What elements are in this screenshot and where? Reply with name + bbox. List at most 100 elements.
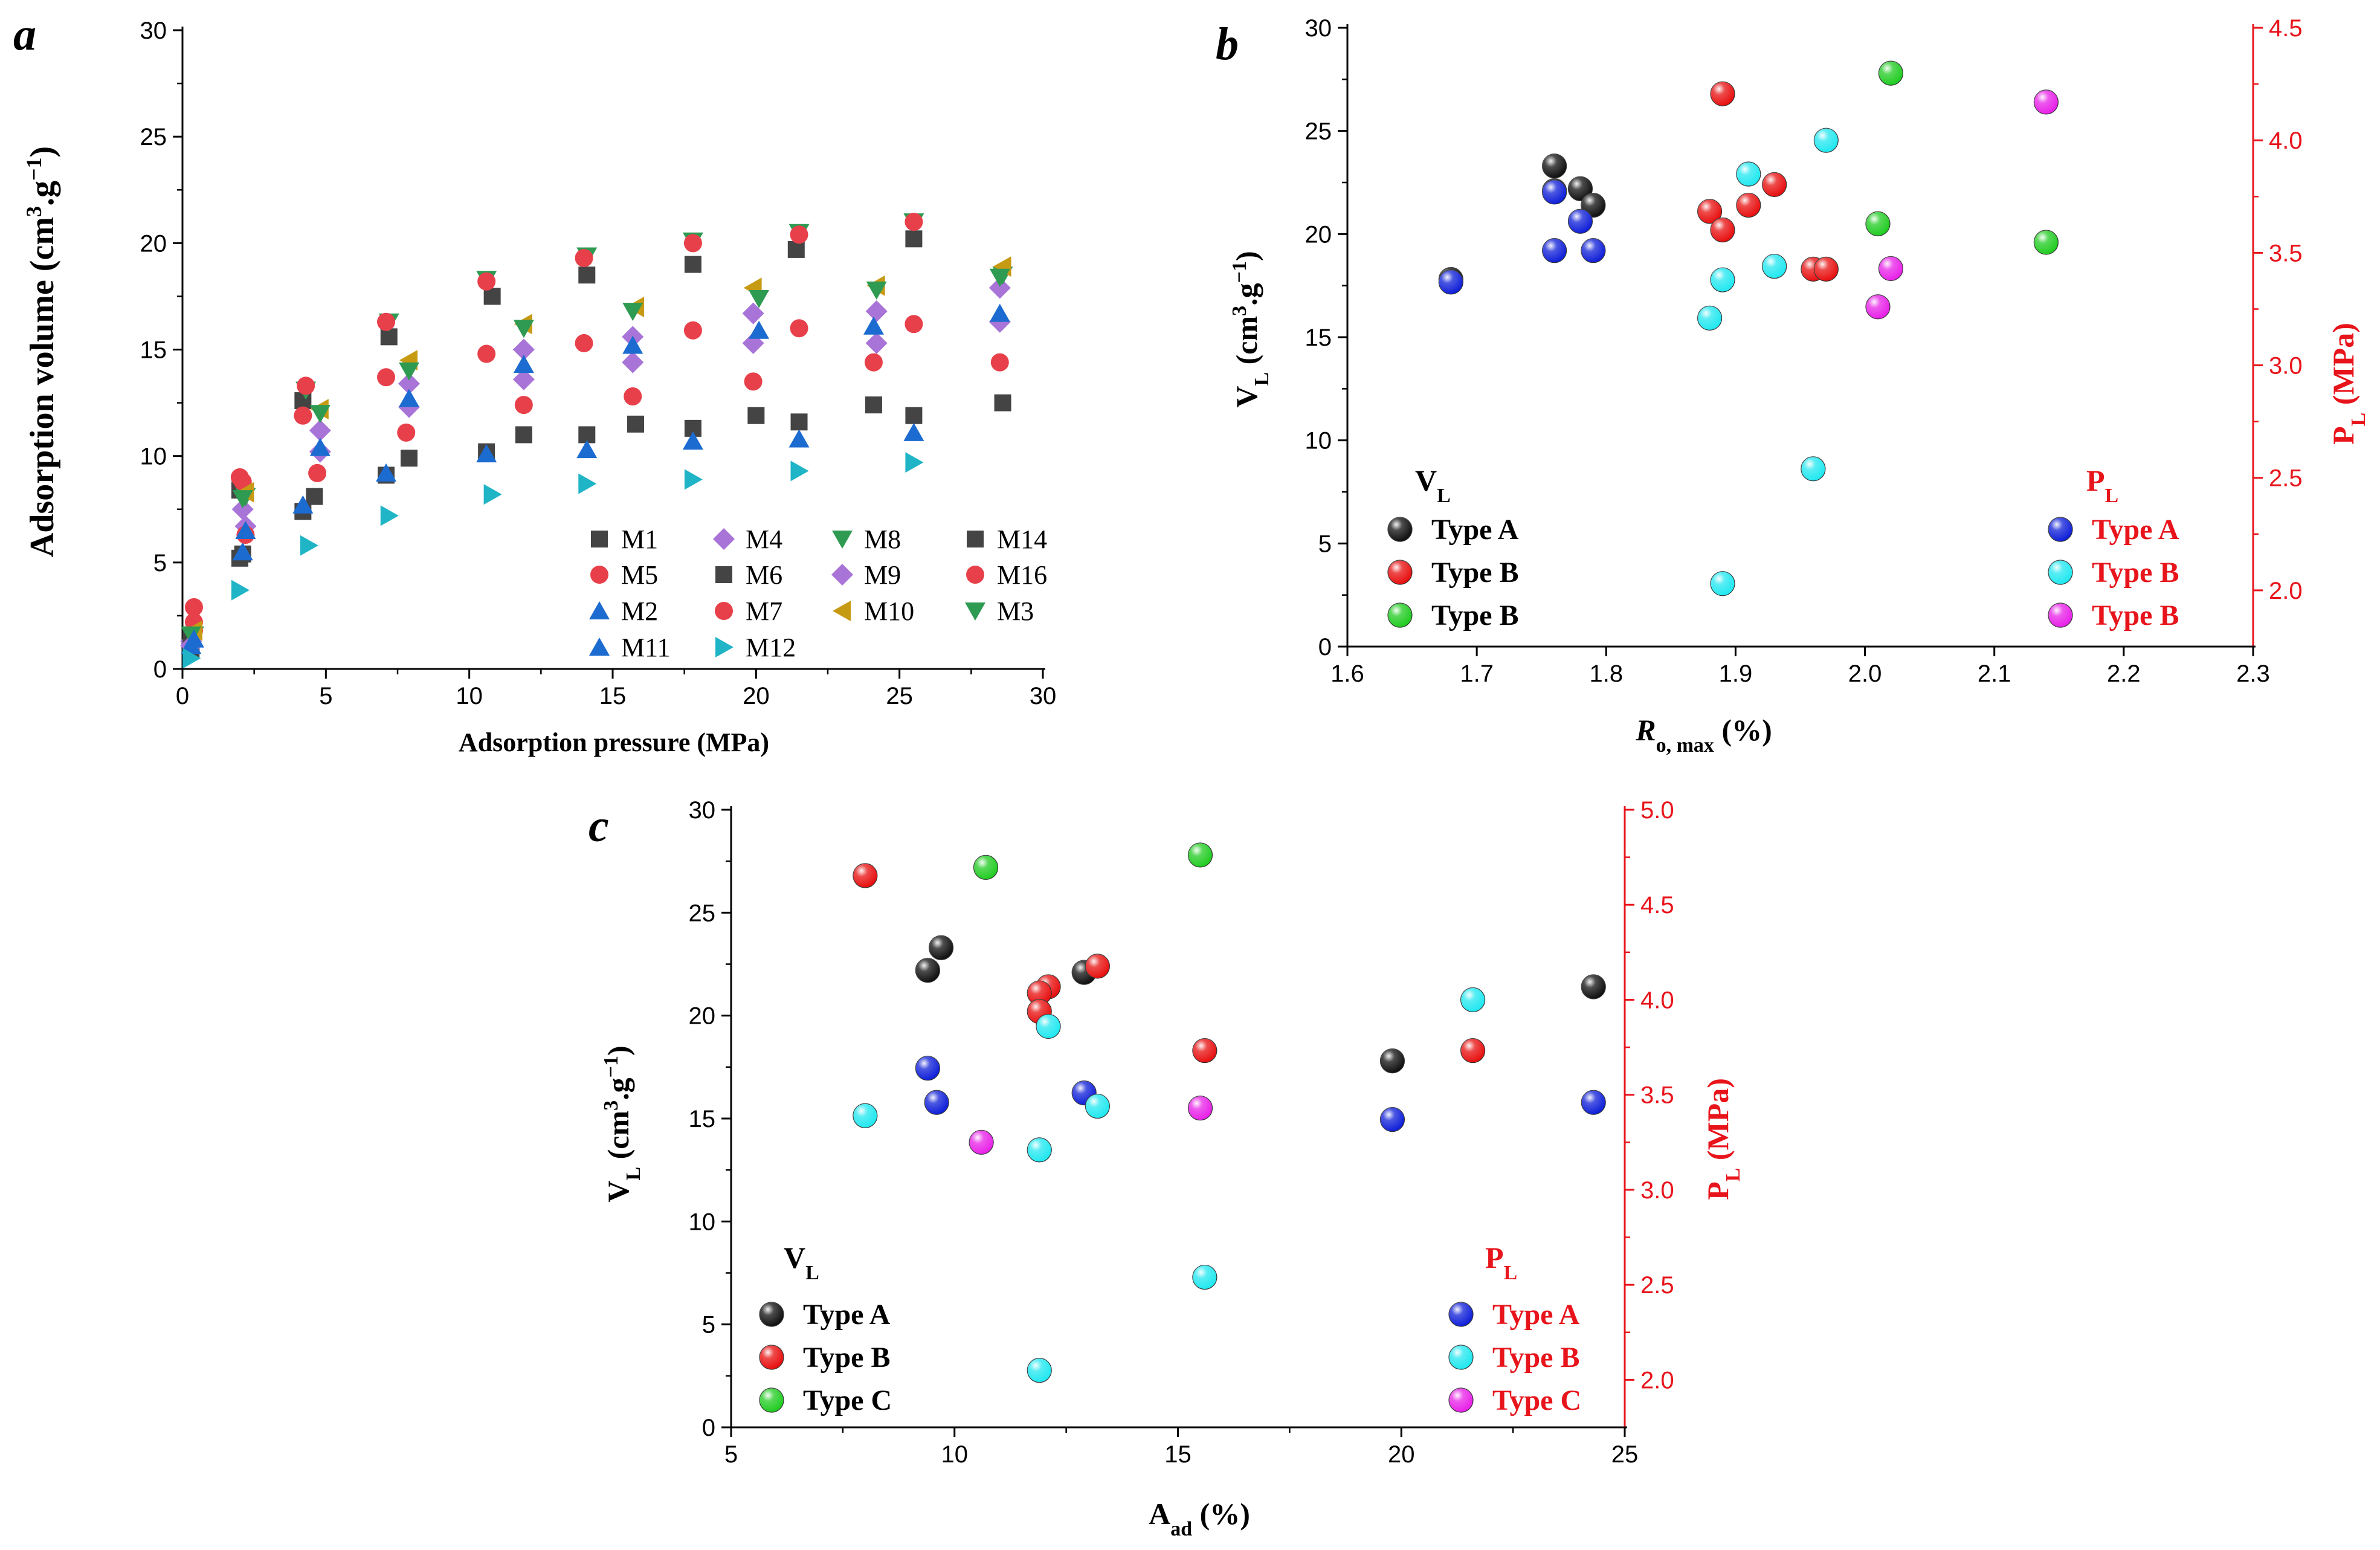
panel-c-y2-tick-label: 5.0 xyxy=(1640,797,1674,824)
legend-marker-pl-type-b xyxy=(2048,560,2073,585)
legend-label-m11: M11 xyxy=(621,633,671,662)
legend-label-m16: M16 xyxy=(997,560,1047,590)
data-point-right-type-b xyxy=(1192,1264,1217,1290)
panel-a-chart: a 0 5 10 15 20 25 30 0 5 10 15 20 25 30 M1 M4 M8 M14 M5 M6… xyxy=(13,9,1056,757)
panel-c-x-tick-label: 10 xyxy=(941,1441,969,1468)
panel-b-x-tick-label: 2.3 xyxy=(2236,660,2270,687)
panel-c-legend: VL PL Type A Type B Type C Type A Type B Type C xyxy=(759,1241,1581,1416)
data-point-m2 xyxy=(576,440,598,459)
panel-c-x-tick-label: 15 xyxy=(1164,1441,1192,1468)
data-point-left-type-a xyxy=(1581,974,1606,999)
panel-b-x-tick-label: 1.6 xyxy=(1330,660,1364,687)
panel-a-y-axis-title: Adsorption volume (cm3.g−1) xyxy=(22,146,61,557)
legend-marker-vl-type-a xyxy=(759,1302,784,1327)
data-point-m12 xyxy=(380,505,399,526)
panel-c-y-tick-label: 30 xyxy=(689,797,716,824)
legend-marker-m9 xyxy=(831,564,853,586)
legend-marker-m6 xyxy=(715,566,732,583)
legend-marker-m8 xyxy=(832,531,853,549)
data-point-m7 xyxy=(624,387,642,406)
panel-c-y-tick-label: 20 xyxy=(689,1003,716,1030)
data-point-m5 xyxy=(575,248,593,267)
data-point-m12 xyxy=(684,469,703,490)
data-point-m11 xyxy=(183,629,204,648)
data-point-right-type-c xyxy=(969,1129,994,1155)
series-right-type-c-5 xyxy=(969,1096,1213,1155)
legend-label-m3: M3 xyxy=(997,596,1034,626)
panel-a-y-tick-label: 30 xyxy=(140,18,167,44)
series-left-type-b-2 xyxy=(1865,60,2059,255)
data-point-m11 xyxy=(863,316,884,335)
legend-heading-pl: PL xyxy=(2086,463,2118,507)
data-point-m7 xyxy=(864,353,883,372)
panel-b-label: b xyxy=(1216,19,1239,69)
data-point-m9 xyxy=(512,368,535,390)
legend-label-pl-type-a: Type A xyxy=(2092,514,2179,546)
panel-b-y-tick-label: 20 xyxy=(1305,221,1332,248)
series-m1 xyxy=(182,230,923,646)
panel-b-x-tick-label: 1.8 xyxy=(1589,660,1623,687)
data-point-m16 xyxy=(377,368,396,387)
data-point-m2 xyxy=(682,431,703,450)
data-point-left-type-a xyxy=(1567,176,1593,201)
data-point-left-type-b xyxy=(1192,1038,1217,1064)
data-point-m12 xyxy=(905,452,924,473)
legend-label-pl-type-b: Type B xyxy=(2092,599,2179,631)
series-m11 xyxy=(183,303,1010,648)
data-point-m9 xyxy=(865,332,888,354)
data-point-m12 xyxy=(231,580,250,601)
data-point-right-type-b xyxy=(1878,256,1903,282)
data-point-left-type-b xyxy=(1710,217,1735,243)
panel-c-y-tick-label: 0 xyxy=(702,1415,715,1441)
panel-a-x-tick-label: 20 xyxy=(743,683,770,709)
data-point-m5 xyxy=(477,272,496,291)
data-point-m4 xyxy=(512,338,535,361)
data-point-m4 xyxy=(865,300,888,323)
panel-a-y-tick-label: 20 xyxy=(140,230,167,257)
panel-b-y-tick-label: 5 xyxy=(1318,531,1332,557)
data-point-left-type-b xyxy=(2033,230,2059,255)
data-point-m14 xyxy=(905,407,923,424)
data-point-m3 xyxy=(989,268,1010,287)
panel-b-y2-tick-label: 2.0 xyxy=(2269,578,2303,604)
data-point-m3 xyxy=(513,320,534,338)
legend-marker-m14 xyxy=(967,531,984,547)
data-point-m3 xyxy=(232,490,253,509)
data-point-right-type-b xyxy=(1865,294,1891,320)
panel-a-x-tick-label: 30 xyxy=(1030,683,1057,709)
legend-label-vl-type-b: Type B xyxy=(1431,599,1518,631)
panel-c-y2-tick-label: 3.0 xyxy=(1640,1177,1674,1204)
panel-a-x-tick-label: 25 xyxy=(886,683,913,709)
series-left-type-a-0 xyxy=(915,935,1606,1074)
legend-label-m1: M1 xyxy=(621,525,658,554)
data-point-m1 xyxy=(905,230,923,248)
legend-label-pl-type-c: Type C xyxy=(1492,1384,1581,1416)
data-point-m12 xyxy=(182,648,201,669)
legend-label-pl-type-a: Type A xyxy=(1492,1299,1580,1331)
data-point-m7 xyxy=(514,396,533,415)
data-point-left-type-b xyxy=(1762,172,1787,198)
data-point-m11 xyxy=(513,355,534,373)
panel-c-label: c xyxy=(589,801,609,851)
legend-label-m2: M2 xyxy=(621,596,658,626)
data-point-m16 xyxy=(230,468,249,486)
data-point-m11 xyxy=(235,520,256,539)
series-m5 xyxy=(184,213,923,631)
panel-b-chart: b 0 5 10 15 20 25 30 2.0 2.5 3.0 3.5 4.0 4.5 1.6 1.7 1.… xyxy=(1216,15,2370,757)
legend-marker-m4 xyxy=(713,528,735,550)
data-point-right-type-b xyxy=(1460,987,1486,1013)
data-point-right-type-a xyxy=(1581,238,1606,263)
data-point-right-type-a xyxy=(1379,1106,1405,1132)
panel-b-x-tick-label: 2.0 xyxy=(1848,660,1882,687)
legend-label-vl-type-b: Type B xyxy=(803,1342,890,1374)
data-point-m16 xyxy=(905,315,923,334)
legend-heading-pl: PL xyxy=(1485,1241,1517,1284)
data-point-m2 xyxy=(292,495,314,514)
data-point-m7 xyxy=(744,372,763,391)
panel-a-x-axis-title: Adsorption pressure (MPa) xyxy=(459,728,769,757)
legend-label-vl-type-a: Type A xyxy=(1431,514,1519,546)
data-point-m7 xyxy=(990,353,1009,372)
data-point-m12 xyxy=(483,484,502,505)
panel-c-y-axis-title: VL (cm3.g−1) xyxy=(600,1045,645,1202)
data-point-left-type-b xyxy=(1710,81,1735,106)
